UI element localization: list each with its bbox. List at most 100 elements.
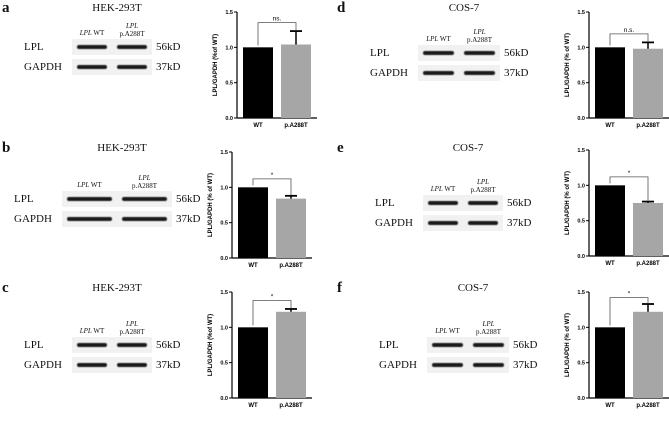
cell-line-title: COS-7 [452, 142, 484, 154]
lane-label: LPL WT [429, 327, 466, 335]
band-gapdh [117, 65, 147, 69]
chart-svg: 0.0 0.5 1.0 1.5 LPL/GAPDH (% of WT) WT p.A288T… [208, 150, 312, 269]
panel-f: f COS-7 LPL WT LPL p.A288T LPL 56kD GAPDH 37kD 0.… [335, 280, 669, 422]
cell-line-title: HEK-293T [92, 2, 142, 14]
kd-marker: 56kD [507, 197, 532, 209]
band-lpl [428, 201, 458, 205]
blot-strip [427, 357, 509, 373]
band-lpl [67, 197, 112, 201]
y-tick-label: 1.0 [577, 183, 585, 189]
bar-chart: 0.0 0.5 1.0 1.5 LPL/GAPDH (%of WT) WT p.A288T * [200, 288, 320, 421]
y-tick-label: 0.0 [225, 116, 233, 122]
row-label-lpl: LPL [24, 339, 44, 351]
x-tick-label: WT [248, 263, 258, 269]
lane-gene: LPL [125, 22, 139, 30]
band-gapdh [77, 363, 107, 367]
panel-c: c HEK-293T LPL WT LPL p.A288T LPL 56kD GAPDH 37k… [0, 280, 334, 422]
row-label-lpl: LPL [375, 197, 395, 209]
lane-gene: LPL [435, 327, 448, 335]
kd-marker: 37kD [156, 61, 181, 73]
blot-strip [62, 211, 172, 227]
blot-strip [418, 45, 500, 61]
row-label-gapdh: GAPDH [379, 359, 417, 371]
significance-label: * [271, 293, 274, 300]
lane-gene: LPL [430, 185, 443, 193]
lane-variant: WT [439, 35, 451, 43]
x-tick-label: p.A288T [636, 403, 660, 409]
band-gapdh [77, 65, 107, 69]
significance-bracket [252, 300, 292, 326]
kd-marker: 56kD [156, 339, 181, 351]
y-axis-label: LPL/GAPDH (% of WT) [208, 173, 214, 237]
panel-letter: f [337, 280, 342, 296]
y-tick-label: 0.5 [220, 221, 228, 227]
row-label-gapdh: GAPDH [370, 67, 408, 79]
blot-strip [72, 59, 152, 75]
y-tick-label: 1.5 [225, 10, 233, 16]
band-gapdh [423, 71, 454, 75]
x-tick-label: WT [248, 403, 258, 409]
significance-label: * [628, 291, 631, 298]
y-axis-label: LPL/GAPDH (%of WT) [208, 314, 214, 376]
y-tick-label: 1.5 [577, 290, 585, 296]
y-tick-label: 1.5 [220, 290, 228, 296]
significance-label: * [271, 172, 274, 179]
y-tick-label: 1.0 [220, 325, 228, 331]
lane-gene: LPL [473, 28, 486, 36]
lane-variant: p.A288T [475, 328, 502, 336]
lane-variant: WT [90, 181, 102, 189]
lane-gene: LPL [482, 320, 495, 328]
significance-bracket [609, 297, 649, 326]
panel-letter: b [2, 140, 11, 156]
row-label-lpl: LPL [24, 41, 44, 53]
kd-marker: 37kD [176, 213, 201, 225]
band-gapdh [432, 363, 463, 367]
lane-variant: WT [444, 185, 456, 193]
bar-chart: 0.0 0.5 1.0 1.5 LPL/GAPDH (%of WT) WT p.A288T n… [205, 8, 325, 141]
kd-marker: 56kD [513, 339, 538, 351]
panel-a: a HEK-293T LPL WT LPL p.A288T LPL 56kD GAPDH 37k… [0, 0, 334, 142]
cell-line-title: COS-7 [448, 2, 480, 14]
band-lpl [117, 343, 147, 347]
lane-variant: p.A288T [466, 36, 493, 44]
blot-strip [72, 357, 152, 373]
significance-label: n.s. [624, 27, 635, 34]
bar-pa288t [281, 44, 311, 118]
y-tick-label: 0.0 [220, 396, 228, 402]
bar-wt [595, 185, 625, 256]
bar-pa288t [633, 311, 663, 398]
band-gapdh [468, 221, 498, 225]
bar-chart: 0.0 0.5 1.0 1.5 LPL/GAPDH (% of WT) WT p.A288T… [557, 146, 669, 279]
blot-strip [418, 65, 500, 81]
panel-b: b HEK-293T LPL WT LPL p.A288T LPL 56kD GAPDH 37k… [0, 140, 334, 282]
row-label-gapdh: GAPDH [375, 217, 413, 229]
bar-wt [238, 327, 268, 398]
panel-d: d COS-7 LPL WT LPL p.A288T LPL 56kD GAPDH 37kD 0.… [335, 0, 669, 142]
lane-gene: LPL [77, 181, 90, 189]
bar-pa288t [276, 198, 306, 258]
kd-marker: 37kD [156, 359, 181, 371]
band-lpl [464, 51, 495, 55]
y-tick-label: 0.5 [225, 81, 233, 87]
band-gapdh [428, 221, 458, 225]
x-tick-label: p.A288T [636, 261, 660, 267]
y-tick-label: 0.0 [577, 254, 585, 260]
panel-letter: e [337, 140, 344, 156]
x-tick-label: WT [605, 261, 615, 267]
band-lpl [77, 45, 107, 49]
row-label-gapdh: GAPDH [24, 359, 62, 371]
kd-marker: 56kD [504, 47, 529, 59]
lane-label: LPL WT [420, 35, 457, 43]
lane-gene: LPL [79, 29, 92, 37]
y-tick-label: 0.5 [220, 361, 228, 367]
cell-line-title: HEK-293T [97, 142, 147, 154]
lane-label: LPL p.A288T [461, 28, 498, 44]
significance-bracket [609, 176, 649, 201]
panel-letter: c [2, 280, 9, 296]
lane-variant: WT [93, 327, 105, 335]
y-tick-label: 1.5 [220, 150, 228, 156]
lane-variant: p.A288T [119, 328, 145, 336]
band-gapdh [117, 363, 147, 367]
row-label-gapdh: GAPDH [14, 213, 52, 225]
lane-label: LPL WT [425, 185, 461, 193]
